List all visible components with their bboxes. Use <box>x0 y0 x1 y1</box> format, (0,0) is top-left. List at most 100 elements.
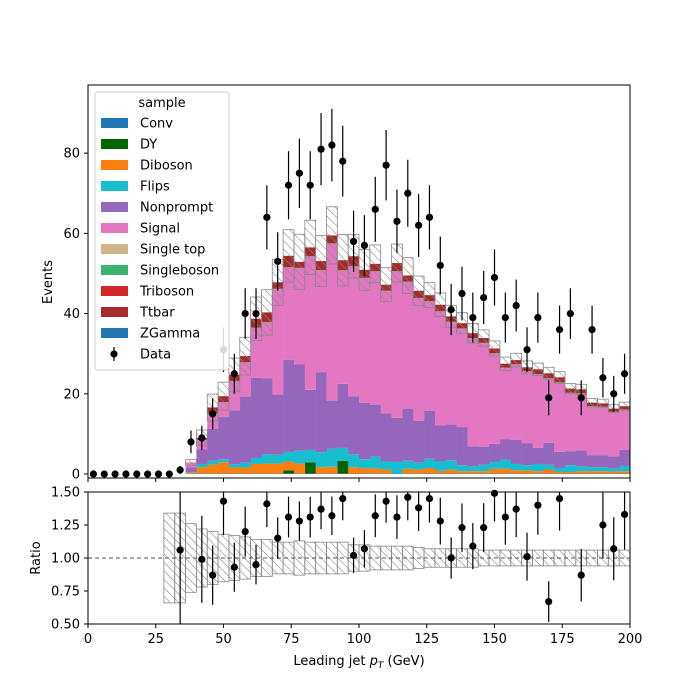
x-tick-label: 25 <box>147 632 164 647</box>
data-point <box>566 309 574 318</box>
uncertainty-bin <box>282 229 295 283</box>
uncertainty-bin <box>315 235 327 288</box>
bar-diboson <box>478 471 490 474</box>
bar-flips <box>380 461 392 470</box>
bar-diboson <box>445 469 457 474</box>
bar-nonprompt <box>359 403 371 460</box>
legend-swatch <box>101 265 128 275</box>
data-point <box>545 394 553 402</box>
bar-flips <box>445 460 457 470</box>
ratio-x-ticks: 0 25 50 75 100 125 150 175 200 <box>84 624 642 647</box>
legend-label: Ttbar <box>139 306 175 321</box>
data-point <box>425 213 434 221</box>
bar-diboson <box>586 471 598 474</box>
bar-flips <box>283 451 295 462</box>
bar-diboson <box>489 468 501 474</box>
ratio-point <box>458 524 466 532</box>
bar-diboson <box>521 470 533 474</box>
bar-diboson <box>510 470 522 474</box>
bar-signal <box>359 278 371 404</box>
bar-signal <box>554 382 566 452</box>
ratio-panel: 0.50 0.75 1.00 1.25 1.50 0 25 50 75 100 125 150 175… <box>29 486 642 672</box>
bar-nonprompt <box>272 394 284 455</box>
y-tick-label: 20 <box>63 387 80 402</box>
bar-nonprompt <box>575 450 587 467</box>
ratio-point <box>349 551 358 559</box>
ratio-point <box>382 497 390 505</box>
bar-flips <box>402 460 414 469</box>
bar-flips <box>510 463 522 471</box>
bar-nonprompt <box>337 383 349 448</box>
uncertainty-bin <box>488 340 501 357</box>
x-axis-label: Leading jet pT (GeV) <box>293 654 424 671</box>
bar-diboson <box>348 467 360 474</box>
bar-nonprompt <box>293 364 306 451</box>
bar-flips <box>391 461 403 474</box>
bar-flips <box>586 467 598 472</box>
legend-label: ZGamma <box>140 327 200 342</box>
uncertainty-bin <box>261 289 273 336</box>
data-point <box>436 261 444 270</box>
bar-signal <box>337 270 349 384</box>
data-point <box>317 145 325 153</box>
bar-signal <box>272 289 284 395</box>
bar-nonprompt <box>283 359 295 452</box>
bar-flips <box>337 447 349 461</box>
legend-swatch <box>101 286 128 296</box>
bar-nonprompt <box>445 424 457 461</box>
bar-nonprompt <box>608 456 620 469</box>
main-y-ticks: 0 20 40 60 80 <box>63 147 88 482</box>
bar-diboson <box>467 471 479 474</box>
bar-nonprompt <box>532 447 544 464</box>
ratio-point <box>425 495 434 503</box>
legend-item: Nonprompt <box>101 201 213 216</box>
ratio-point <box>480 524 488 532</box>
bar-signal <box>413 298 425 421</box>
data-point <box>111 470 119 478</box>
ratio-y-tick-label: 0.50 <box>51 618 80 633</box>
bar-nonprompt <box>467 446 479 467</box>
data-point <box>577 394 585 402</box>
bar-flips <box>521 465 533 471</box>
bar-nonprompt <box>218 417 230 460</box>
data-point <box>100 470 108 478</box>
legend-swatch <box>101 328 128 338</box>
bar-flips <box>207 460 219 465</box>
ratio-point <box>230 563 238 571</box>
legend-swatch <box>101 307 128 317</box>
bar-diboson <box>619 471 631 474</box>
bar-diboson <box>218 462 230 474</box>
uncertainty-bin <box>401 257 414 294</box>
ratio-point <box>274 534 282 542</box>
ratio-point <box>328 512 336 520</box>
legend-label: DY <box>140 138 157 153</box>
data-point <box>512 301 520 310</box>
bar-signal <box>315 270 327 373</box>
legend-swatch <box>101 202 128 212</box>
legend-item: Triboson <box>101 285 194 300</box>
bar-flips <box>489 461 501 469</box>
data-point <box>382 161 390 169</box>
uncertainty-bin <box>510 352 523 368</box>
data-point <box>415 221 423 229</box>
data-point <box>501 313 509 322</box>
ratio-y-tick-label: 1.25 <box>51 519 80 534</box>
data-point <box>620 370 629 378</box>
bar-nonprompt <box>434 425 447 462</box>
bar-diboson <box>239 467 251 474</box>
legend-label: Triboson <box>139 285 194 300</box>
data-point <box>404 189 412 197</box>
ratio-point <box>295 517 303 525</box>
stacked-histogram-bars <box>185 235 631 474</box>
data-point <box>599 374 607 382</box>
uncertainty-bin <box>380 267 392 303</box>
ratio-point <box>371 512 379 520</box>
bar-signal <box>434 311 447 426</box>
ratio-point <box>620 510 629 519</box>
legend-label: Single top <box>140 243 205 258</box>
data-point <box>295 169 303 177</box>
bar-nonprompt <box>597 455 609 468</box>
bar-nonprompt <box>564 451 577 466</box>
bar-signal <box>445 322 457 425</box>
ratio-point <box>545 597 553 606</box>
